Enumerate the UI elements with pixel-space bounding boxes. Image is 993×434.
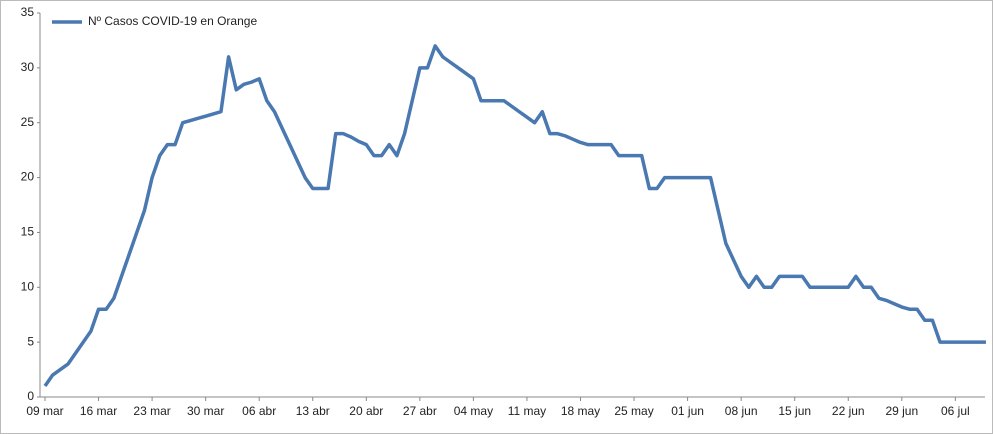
y-tick-label: 30 [21,60,35,74]
data-line [43,44,986,388]
x-tick-label: 23 mar [133,404,170,418]
y-tick-label: 0 [27,389,34,403]
y-tick-label: 10 [21,279,35,293]
x-tick-label: 15 jun [778,404,811,418]
x-tick-label: 06 abr [242,404,276,418]
x-tick-label: 25 may [614,404,653,418]
x-tick-label: 06 jul [941,404,970,418]
y-tick-label: 25 [21,115,35,129]
y-tick-label: 5 [27,334,34,348]
y-tick-label: 35 [21,5,35,19]
x-tick-label: 30 mar [187,404,224,418]
x-tick-label: 04 may [454,404,493,418]
x-tick-label: 11 may [508,404,546,418]
x-tick-label: 08 jun [725,404,758,418]
x-tick-label: 18 may [561,404,600,418]
x-tick-label: 13 abr [296,404,330,418]
x-tick-label: 29 jun [885,404,918,418]
x-tick-label: 22 jun [832,404,865,418]
x-tick-label: 09 mar [26,404,63,418]
y-tick-label: 15 [21,225,35,239]
legend-label: Nº Casos COVID-19 en Orange [88,14,257,28]
x-tick-label: 16 mar [80,404,117,418]
x-tick-label: 20 abr [349,404,383,418]
y-tick-label: 20 [21,170,35,184]
x-tick-label: 27 abr [403,404,437,418]
x-tick-label: 01 jun [671,404,704,418]
